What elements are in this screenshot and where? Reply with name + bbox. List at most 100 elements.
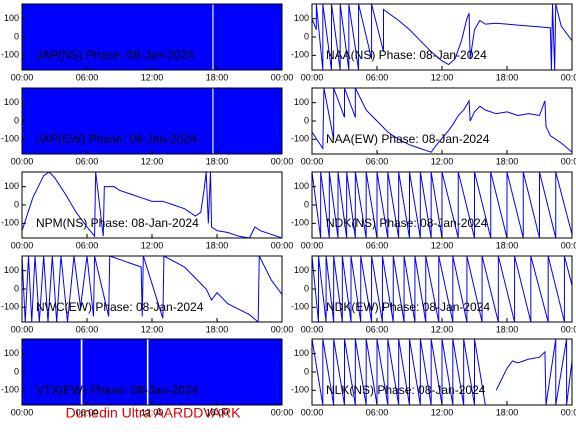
area (22, 339, 282, 405)
y-tick-label: 0 (14, 31, 19, 41)
y-tick-label: -100 (291, 134, 309, 144)
x-tick-label: 00:00 (301, 240, 324, 250)
x-tick-label: 12:00 (141, 324, 164, 334)
panel-title: NDK(EW) Phase: 08-Jan-2024 (326, 300, 490, 314)
x-tick-label: 18:00 (206, 324, 229, 334)
x-tick-label: 18:00 (206, 240, 229, 250)
x-tick-label: 06:00 (366, 240, 389, 250)
line (312, 339, 572, 405)
panel-title: VTX(EW) Phase: 08-Jan-2024 (36, 383, 198, 397)
y-tick-label: 100 (294, 348, 309, 358)
x-tick-label: 00:00 (11, 407, 34, 417)
y-tick-label: 0 (304, 283, 309, 293)
area (22, 4, 282, 70)
x-tick-label: 00:00 (301, 72, 324, 82)
footer: Dunedin Ultra AARDDVARK (66, 405, 241, 421)
x-tick-label: 18:00 (206, 72, 229, 82)
y-tick-label: 100 (4, 348, 19, 358)
line (312, 4, 572, 70)
y-tick-label: -100 (1, 302, 19, 312)
y-tick-label: -100 (291, 302, 309, 312)
y-tick-label: 0 (304, 366, 309, 376)
x-tick-label: 00:00 (11, 324, 34, 334)
line (312, 256, 572, 322)
x-tick-label: 00:00 (301, 156, 324, 166)
y-tick-label: 100 (4, 13, 19, 23)
line (312, 88, 572, 153)
y-tick-label: -100 (291, 218, 309, 228)
y-tick-label: 100 (294, 181, 309, 191)
y-tick-label: 100 (294, 265, 309, 275)
y-tick-label: 0 (304, 115, 309, 125)
x-tick-label: 18:00 (496, 156, 519, 166)
line (22, 172, 282, 238)
x-tick-label: 06:00 (76, 72, 99, 82)
x-tick-label: 00:00 (301, 324, 324, 334)
x-tick-label: 00:00 (561, 407, 576, 417)
y-tick-label: 0 (14, 366, 19, 376)
x-tick-label: 06:00 (76, 156, 99, 166)
x-tick-label: 06:00 (76, 240, 99, 250)
x-tick-label: 00:00 (11, 156, 34, 166)
y-tick-label: 100 (4, 97, 19, 107)
line (312, 172, 572, 238)
x-tick-label: 06:00 (366, 72, 389, 82)
y-tick-label: 100 (294, 13, 309, 23)
y-tick-label: 0 (14, 199, 19, 209)
panel-title: JAP(EW) Phase: 08-Jan-2024 (36, 132, 197, 146)
x-tick-label: 12:00 (141, 407, 164, 417)
y-tick-label: 100 (4, 181, 19, 191)
x-tick-label: 12:00 (431, 407, 454, 417)
x-tick-label: 12:00 (141, 156, 164, 166)
x-tick-label: 06:00 (366, 407, 389, 417)
x-tick-label: 00:00 (271, 407, 294, 417)
panel-title: NLK(NS) Phase: 08-Jan-2024 (326, 383, 486, 397)
x-tick-label: 18:00 (206, 407, 229, 417)
x-tick-label: 18:00 (496, 72, 519, 82)
y-tick-label: -100 (291, 385, 309, 395)
x-tick-label: 00:00 (561, 72, 576, 82)
x-tick-label: 00:00 (271, 156, 294, 166)
y-tick-label: 0 (304, 31, 309, 41)
x-tick-label: 00:00 (561, 156, 576, 166)
x-tick-label: 18:00 (496, 324, 519, 334)
x-tick-label: 00:00 (11, 240, 34, 250)
y-tick-label: 0 (14, 115, 19, 125)
panel-title: NAA(NS) Phase: 08-Jan-2024 (326, 48, 487, 62)
y-tick-label: 100 (4, 265, 19, 275)
x-tick-label: 00:00 (271, 240, 294, 250)
y-tick-label: -100 (1, 134, 19, 144)
y-tick-label: 0 (14, 283, 19, 293)
x-tick-label: 12:00 (431, 324, 454, 334)
panel-title: NWC(EW) Phase: 08-Jan-2024 (36, 300, 204, 314)
x-tick-label: 06:00 (366, 156, 389, 166)
x-tick-label: 06:00 (366, 324, 389, 334)
area (22, 88, 282, 154)
x-tick-label: 12:00 (431, 240, 454, 250)
x-tick-label: 12:00 (141, 72, 164, 82)
x-tick-label: 12:00 (431, 72, 454, 82)
y-tick-label: -100 (1, 218, 19, 228)
line (22, 256, 282, 322)
x-tick-label: 18:00 (496, 407, 519, 417)
x-tick-label: 00:00 (271, 72, 294, 82)
x-tick-label: 06:00 (76, 407, 99, 417)
panel-title: NPM(NS) Phase: 08-Jan-2024 (36, 216, 199, 230)
y-tick-label: -100 (1, 385, 19, 395)
x-tick-label: 00:00 (11, 72, 34, 82)
x-tick-label: 18:00 (206, 156, 229, 166)
x-tick-label: 00:00 (271, 324, 294, 334)
panel-title: NAA(EW) Phase: 08-Jan-2024 (326, 132, 490, 146)
y-tick-label: -100 (291, 50, 309, 60)
y-tick-label: 100 (294, 97, 309, 107)
y-tick-label: -100 (1, 50, 19, 60)
x-tick-label: 00:00 (301, 407, 324, 417)
panel-title: JAP(NS) Phase: 08-Jan-2024 (36, 48, 194, 62)
y-tick-label: 0 (304, 199, 309, 209)
x-tick-label: 12:00 (431, 156, 454, 166)
x-tick-label: 00:00 (561, 240, 576, 250)
x-tick-label: 00:00 (561, 324, 576, 334)
x-tick-label: 18:00 (496, 240, 519, 250)
x-tick-label: 12:00 (141, 240, 164, 250)
